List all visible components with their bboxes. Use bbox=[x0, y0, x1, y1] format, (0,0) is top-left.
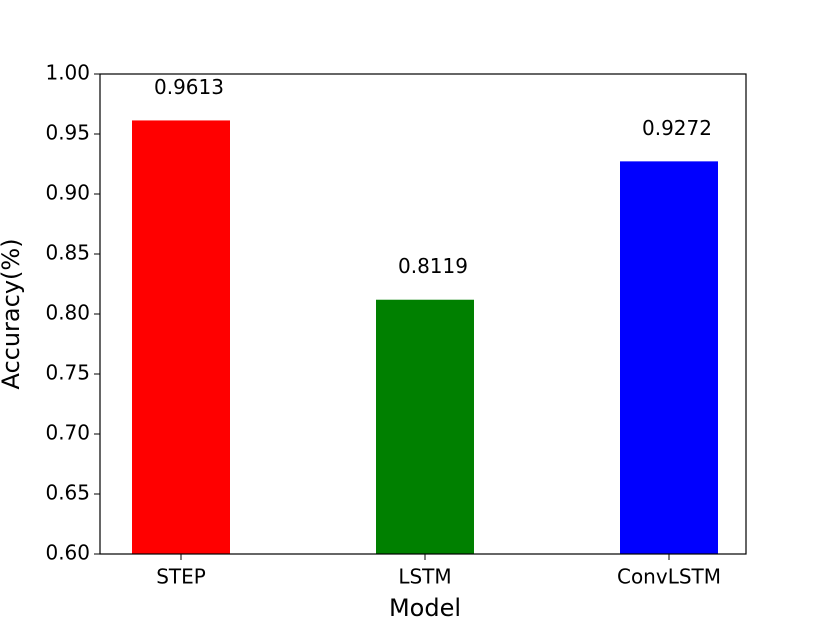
y-tick-label: 0.90 bbox=[45, 181, 90, 205]
x-tick-label: LSTM bbox=[398, 565, 451, 589]
y-tick-label: 0.65 bbox=[45, 481, 90, 505]
y-tick-label: 0.95 bbox=[45, 121, 90, 145]
y-tick-label: 0.70 bbox=[45, 421, 90, 445]
y-tick-label: 1.00 bbox=[45, 61, 90, 85]
bar bbox=[620, 161, 718, 555]
plot-frame bbox=[99, 73, 747, 555]
y-tick-label: 0.60 bbox=[45, 541, 90, 565]
y-axis-label: Accuracy(%) bbox=[0, 238, 25, 389]
y-tick-label: 0.80 bbox=[45, 301, 90, 325]
x-axis-label: Model bbox=[389, 594, 461, 622]
value-label: 0.8119 bbox=[398, 254, 468, 278]
x-tick-label: STEP bbox=[156, 565, 206, 589]
value-label: 0.9613 bbox=[154, 75, 224, 99]
bar bbox=[376, 299, 474, 554]
bar bbox=[132, 120, 230, 554]
value-label: 0.9272 bbox=[642, 116, 712, 140]
y-tick-label: 0.75 bbox=[45, 361, 90, 385]
x-tick-label: ConvLSTM bbox=[617, 565, 721, 589]
y-tick-label: 0.85 bbox=[45, 241, 90, 265]
